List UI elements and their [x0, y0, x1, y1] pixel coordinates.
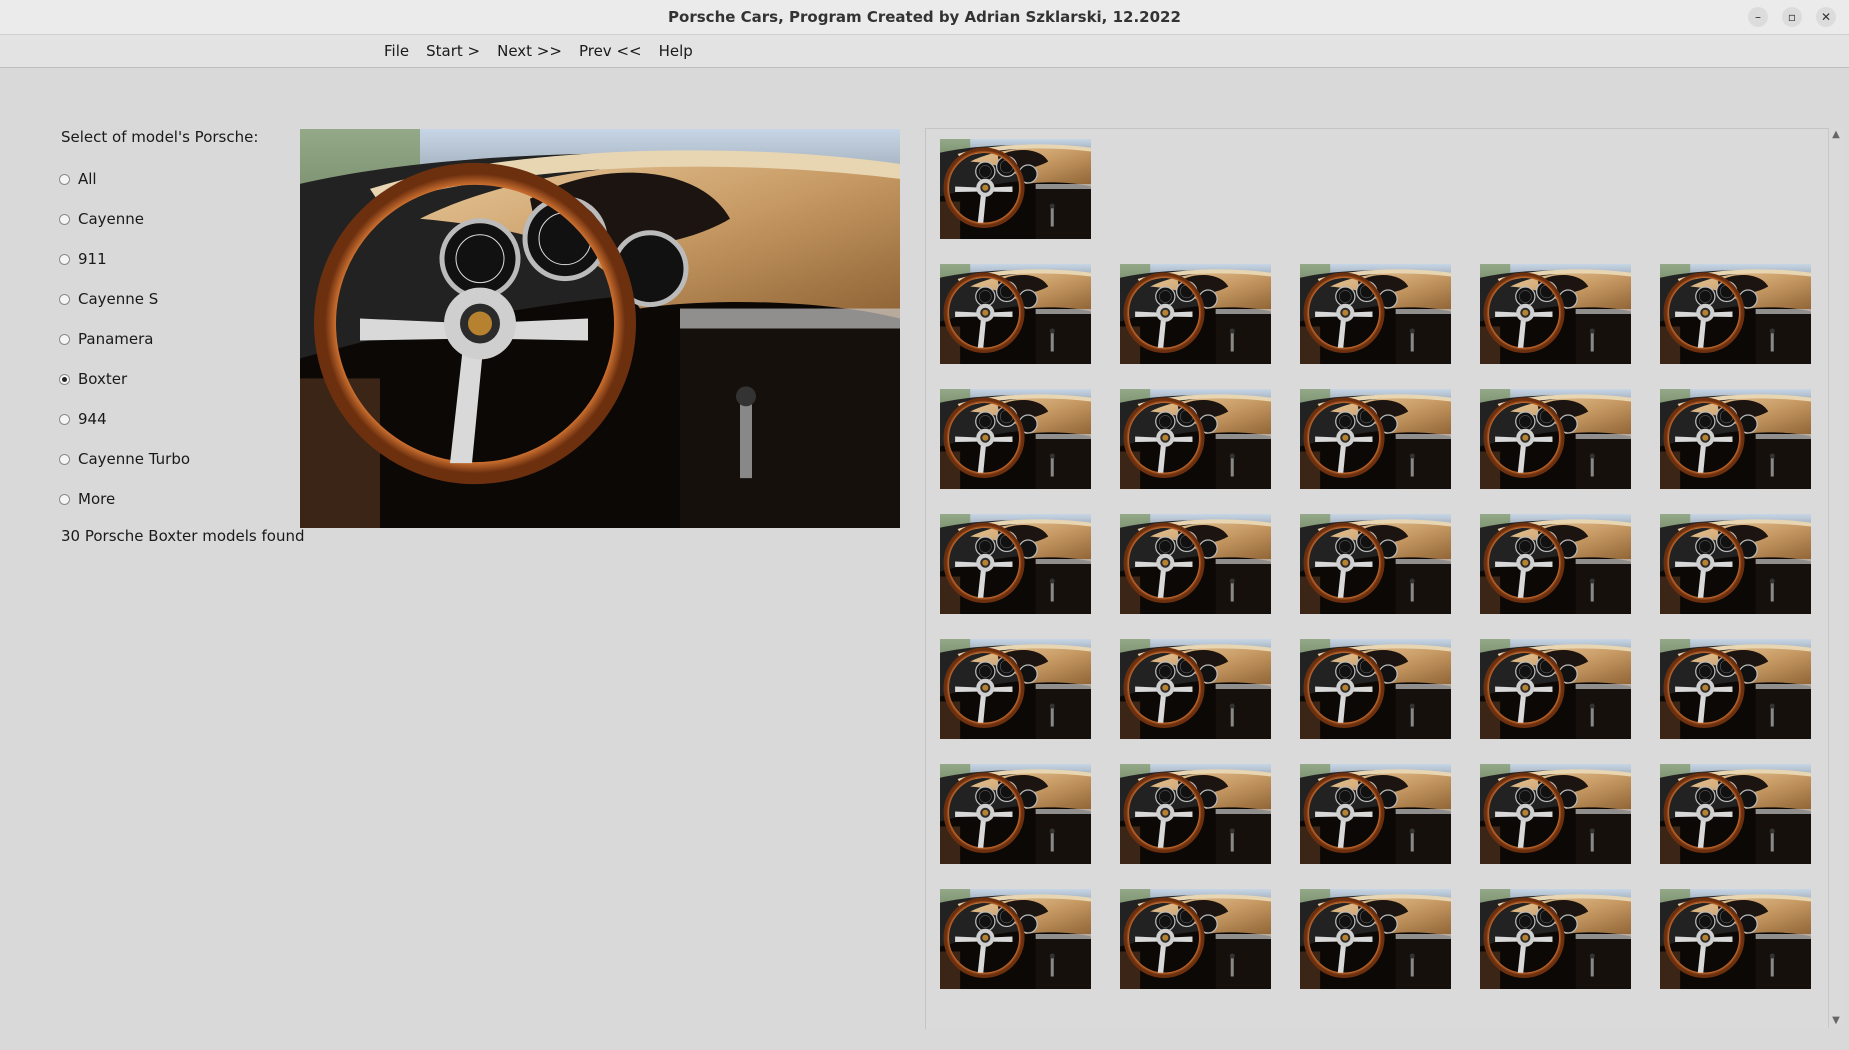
car-thumbnail[interactable]: [1300, 514, 1451, 614]
radio-cayenne[interactable]: Cayenne: [59, 208, 144, 230]
radio-button-selected[interactable]: [59, 373, 70, 385]
radio-button[interactable]: [59, 293, 70, 305]
radio-label: Boxter: [78, 370, 128, 388]
car-thumbnail[interactable]: [1480, 889, 1631, 989]
radio-label: More: [78, 490, 116, 508]
car-thumbnail[interactable]: [1120, 264, 1271, 364]
radio-label: Cayenne S: [78, 290, 159, 308]
radio-button[interactable]: [59, 493, 70, 505]
close-icon[interactable]: ✕: [1816, 7, 1836, 27]
radio-button[interactable]: [59, 253, 70, 265]
car-thumbnail[interactable]: [940, 639, 1091, 739]
radio-label: All: [78, 170, 97, 188]
radio-all[interactable]: All: [59, 168, 97, 190]
menu-bar: File Start > Next >> Prev << Help: [0, 35, 1849, 68]
car-thumbnail[interactable]: [1660, 889, 1811, 989]
menu-help[interactable]: Help: [658, 42, 693, 60]
menu-next[interactable]: Next >>: [497, 42, 562, 60]
car-thumbnail[interactable]: [1300, 639, 1451, 739]
car-thumbnail[interactable]: [940, 389, 1091, 489]
radio-boxter[interactable]: Boxter: [59, 368, 127, 390]
title-bar: Porsche Cars, Program Created by Adrian …: [0, 0, 1849, 35]
radio-cayenne-turbo[interactable]: Cayenne Turbo: [59, 448, 190, 470]
main-car-photo: [300, 129, 900, 528]
radio-label: Cayenne: [78, 210, 145, 228]
results-count: 30 Porsche Boxter models found: [61, 527, 305, 545]
car-thumbnail[interactable]: [1300, 764, 1451, 864]
car-thumbnail[interactable]: [940, 514, 1091, 614]
car-thumbnail[interactable]: [1480, 764, 1631, 864]
radio-label: 944: [78, 410, 107, 428]
car-thumbnail[interactable]: [1120, 389, 1271, 489]
radio-cayenne-s[interactable]: Cayenne S: [59, 288, 158, 310]
minimize-icon[interactable]: –: [1748, 7, 1768, 27]
radio-label: 911: [78, 250, 107, 268]
car-thumbnail[interactable]: [1300, 389, 1451, 489]
menu-file[interactable]: File: [384, 42, 410, 60]
car-thumbnail[interactable]: [1480, 264, 1631, 364]
radio-944[interactable]: 944: [59, 408, 107, 430]
car-thumbnail[interactable]: [940, 764, 1091, 864]
car-thumbnail[interactable]: [1660, 764, 1811, 864]
car-thumbnail[interactable]: [1480, 639, 1631, 739]
radio-button[interactable]: [59, 413, 70, 425]
car-thumbnail[interactable]: [1300, 264, 1451, 364]
car-thumbnail[interactable]: [1480, 514, 1631, 614]
car-thumbnail[interactable]: [1660, 389, 1811, 489]
car-thumbnail[interactable]: [1660, 514, 1811, 614]
radio-911[interactable]: 911: [59, 248, 107, 270]
car-thumbnail[interactable]: [940, 264, 1091, 364]
car-thumbnail[interactable]: [1660, 264, 1811, 364]
restore-icon[interactable]: ▫: [1782, 7, 1802, 27]
car-thumbnail[interactable]: [1120, 764, 1271, 864]
radio-panamera[interactable]: Panamera: [59, 328, 153, 350]
scroll-up-icon[interactable]: ▲: [1832, 129, 1840, 140]
radio-button[interactable]: [59, 333, 70, 345]
car-thumbnail[interactable]: [940, 889, 1091, 989]
radio-more[interactable]: More: [59, 488, 115, 510]
scroll-down-icon[interactable]: ▼: [1832, 1015, 1840, 1026]
car-thumbnail[interactable]: [1120, 889, 1271, 989]
car-thumbnail[interactable]: [1120, 514, 1271, 614]
radio-label: Panamera: [78, 330, 154, 348]
car-thumbnail[interactable]: [1300, 889, 1451, 989]
menu-start[interactable]: Start >: [426, 42, 481, 60]
radio-button[interactable]: [59, 213, 70, 225]
car-thumbnail[interactable]: [1120, 639, 1271, 739]
vertical-scrollbar[interactable]: ▲ ▼: [1828, 128, 1843, 1028]
radio-button[interactable]: [59, 453, 70, 465]
model-select-prompt: Select of model's Porsche:: [61, 128, 259, 146]
car-thumbnail[interactable]: [1660, 639, 1811, 739]
window-title: Porsche Cars, Program Created by Adrian …: [668, 8, 1181, 26]
car-thumbnail[interactable]: [1480, 389, 1631, 489]
car-thumbnail[interactable]: [940, 139, 1091, 239]
radio-label: Cayenne Turbo: [78, 450, 191, 468]
radio-button[interactable]: [59, 173, 70, 185]
menu-prev[interactable]: Prev <<: [578, 42, 642, 60]
